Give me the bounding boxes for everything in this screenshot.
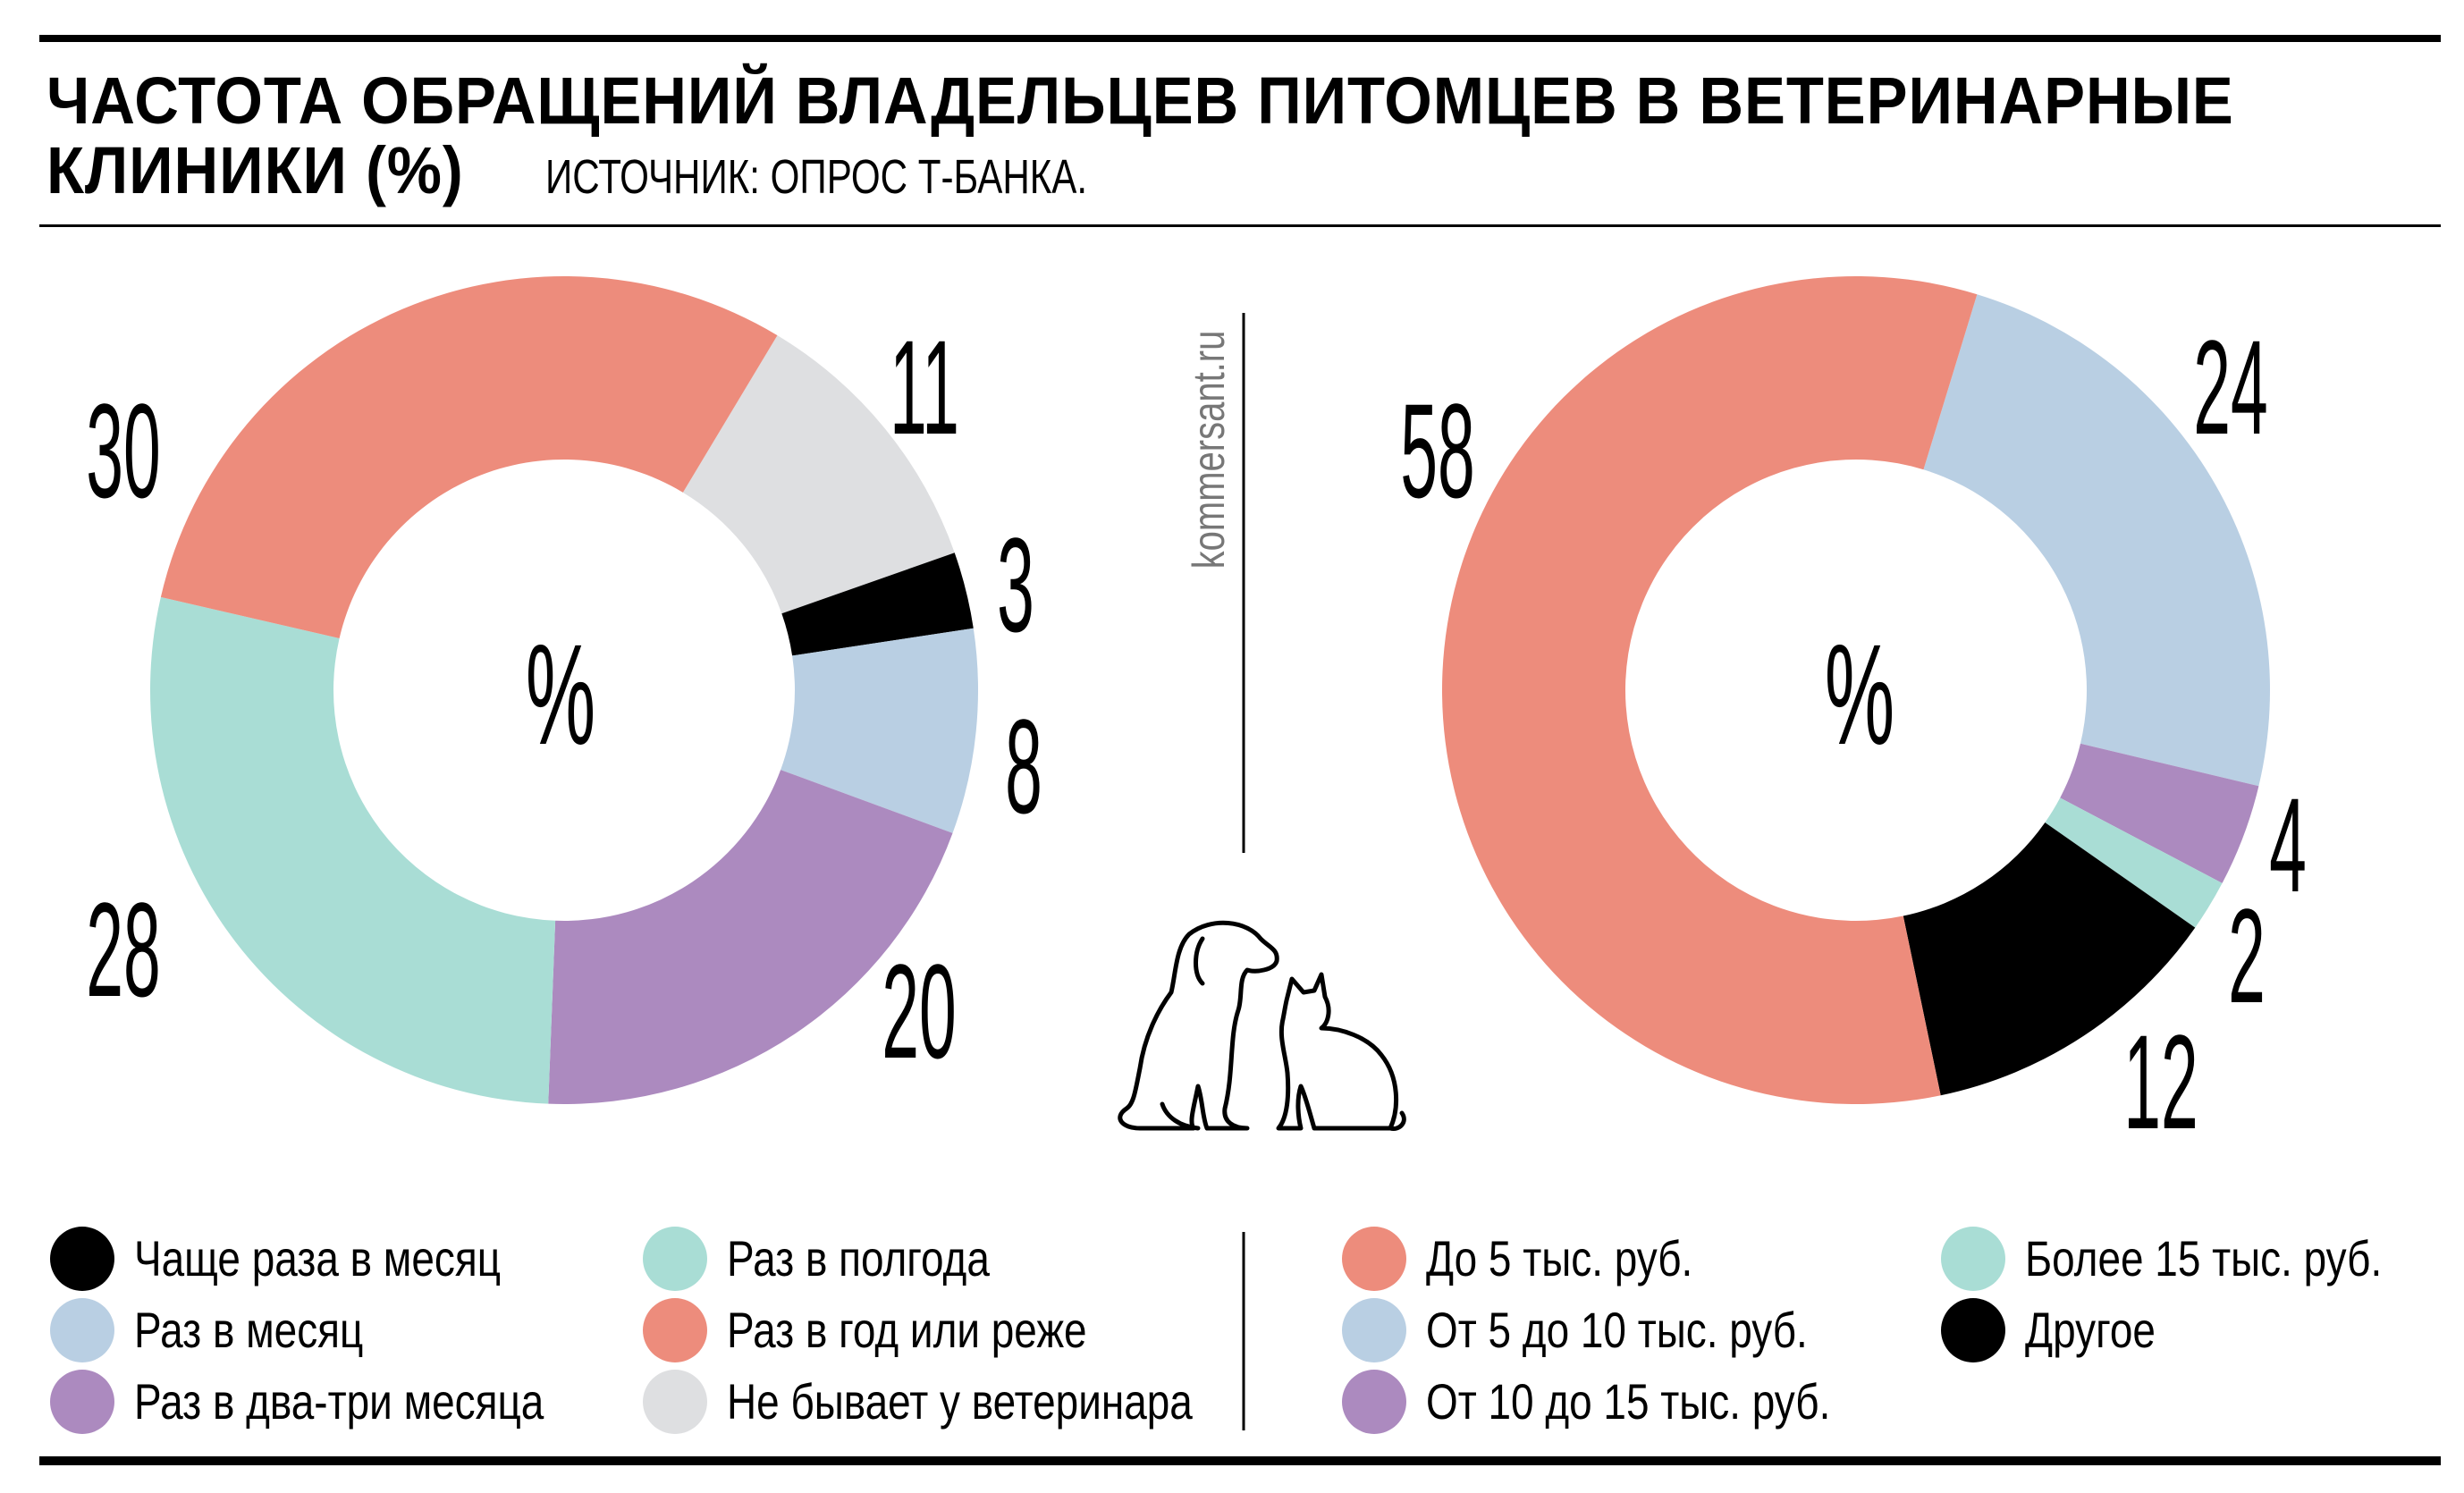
chart-title-line1: ЧАСТОТА ОБРАЩЕНИЙ ВЛАДЕЛЬЦЕВ ПИТОМЦЕВ В … bbox=[46, 63, 2234, 138]
donut-slice bbox=[1441, 275, 1978, 1104]
legend-swatch bbox=[50, 1370, 114, 1434]
chart-title-line2: КЛИНИКИ (%) bbox=[46, 133, 464, 207]
legend-label: Другое bbox=[2025, 1302, 2156, 1358]
donut-slice bbox=[2060, 743, 2259, 883]
bottom-rule bbox=[39, 1456, 2441, 1465]
donut-slice bbox=[781, 552, 974, 656]
legend-swatch bbox=[1342, 1227, 1406, 1291]
legend-swatch bbox=[50, 1227, 114, 1291]
legend-label: Раз в два-три месяца bbox=[134, 1373, 544, 1430]
legend-swatch bbox=[1941, 1227, 2005, 1291]
slice-label-3: 3 bbox=[997, 510, 1034, 660]
legend-label: Чаще раза в месяц bbox=[134, 1230, 502, 1286]
slice-label-58: 58 bbox=[1400, 375, 1475, 526]
slice-label-12: 12 bbox=[2123, 1007, 2198, 1157]
donut-slice bbox=[781, 628, 978, 833]
slice-label-28: 28 bbox=[86, 874, 161, 1025]
slice-label-24: 24 bbox=[2193, 312, 2268, 462]
legend-label: Не бывает у ветеринара bbox=[727, 1373, 1193, 1430]
slice-label-4: 4 bbox=[2269, 770, 2307, 920]
legend-swatch bbox=[50, 1298, 114, 1362]
donut-slice bbox=[149, 596, 556, 1104]
slice-label-30: 30 bbox=[86, 375, 161, 526]
donut-slice bbox=[1923, 294, 2270, 787]
legend-label: Раз в месяц bbox=[134, 1302, 364, 1358]
legend-label: От 10 до 15 тыс. руб. bbox=[1426, 1373, 1831, 1430]
center-label-percent: % bbox=[525, 614, 596, 774]
donut-slice bbox=[2045, 797, 2223, 928]
legend-label: До 5 тыс. руб. bbox=[1426, 1230, 1693, 1286]
center-label-percent: % bbox=[1824, 614, 1895, 774]
legend-swatch bbox=[643, 1298, 707, 1362]
legend-swatch bbox=[1342, 1370, 1406, 1434]
legend-swatch bbox=[1941, 1298, 2005, 1362]
donut-slice bbox=[160, 276, 778, 638]
dog-and-cat-outline-icon bbox=[1118, 920, 1406, 1132]
slice-label-8: 8 bbox=[1005, 691, 1042, 841]
slice-label-11: 11 bbox=[890, 312, 959, 462]
donut-slice bbox=[548, 770, 953, 1104]
slice-label-2: 2 bbox=[2228, 881, 2266, 1031]
donut-chart-spending bbox=[1441, 275, 2270, 1104]
donut-slice bbox=[1903, 822, 2196, 1096]
legend-label: Раз в полгода bbox=[727, 1230, 990, 1286]
legend-label: Более 15 тыс. руб. bbox=[2025, 1230, 2383, 1286]
legend-swatch bbox=[1342, 1298, 1406, 1362]
slice-label-20: 20 bbox=[882, 936, 957, 1086]
donut-slice bbox=[682, 335, 955, 614]
legend-label: От 5 до 10 тыс. руб. bbox=[1426, 1302, 1808, 1358]
legend-swatch bbox=[643, 1227, 707, 1291]
legend-label: Раз в год или реже bbox=[727, 1302, 1087, 1358]
legend-swatch bbox=[643, 1370, 707, 1434]
donut-chart-visit-frequency bbox=[149, 276, 978, 1104]
watermark: kommersant.ru bbox=[1184, 330, 1234, 569]
chart-source: ИСТОЧНИК: ОПРОС Т-БАНКА. bbox=[545, 150, 1088, 204]
top-rule bbox=[39, 35, 2441, 42]
header-rule bbox=[39, 224, 2441, 227]
